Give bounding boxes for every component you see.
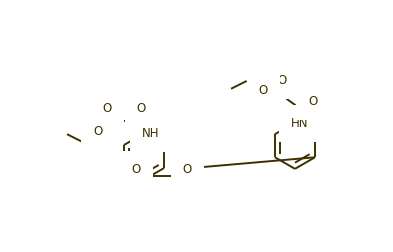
Text: O: O <box>308 95 317 108</box>
Text: O: O <box>93 125 103 138</box>
Text: O: O <box>183 163 192 176</box>
Text: O: O <box>132 163 141 176</box>
Text: NH: NH <box>141 127 159 140</box>
Text: O: O <box>136 102 145 115</box>
Text: O: O <box>277 74 286 87</box>
Text: O: O <box>259 84 268 97</box>
Text: O: O <box>103 102 112 115</box>
Text: HN: HN <box>291 117 309 130</box>
